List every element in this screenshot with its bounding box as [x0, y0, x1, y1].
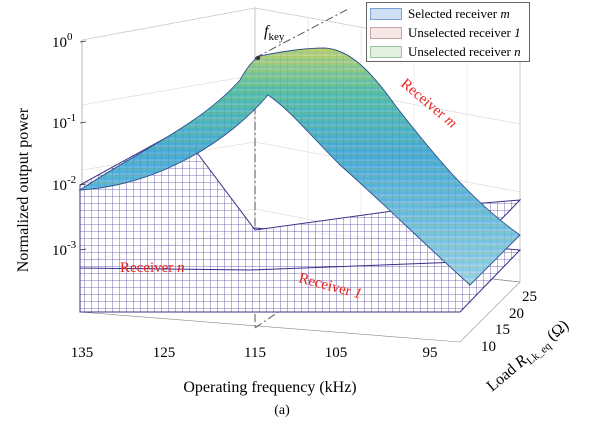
y-tick-mark — [79, 183, 87, 186]
legend-swatch-receiver-n — [370, 46, 402, 58]
y-tick-mark — [79, 40, 87, 43]
x-tick-label: 105 — [325, 345, 348, 361]
y-tick-mark — [79, 248, 87, 251]
legend-swatch-receiver-1 — [370, 27, 402, 39]
legend-item-receiver-1: Unselected receiver 1 — [370, 25, 521, 41]
grid-line-left — [81, 74, 256, 106]
legend-item-receiver-m: Selected receiver m — [370, 6, 510, 22]
legend-swatch-receiver-m — [370, 8, 402, 20]
x-tick-label: 115 — [244, 345, 266, 361]
legend-label-receiver-1: Unselected receiver 1 — [408, 25, 521, 40]
y-tick-label: 10-2 — [52, 174, 76, 194]
x-axis-label: Operating frequency (kHz) — [183, 379, 356, 396]
peak-marker — [255, 55, 261, 61]
y-tick-mark — [79, 121, 87, 124]
surface-receiver-m — [78, 47, 521, 286]
load-tick-label: 20 — [509, 306, 524, 322]
x-tick-label: 95 — [423, 345, 438, 361]
y-tick-label: 10-3 — [52, 239, 77, 259]
y-tick-label: 100 — [52, 31, 73, 51]
legend: Selected receiver m Unselected receiver … — [366, 2, 530, 62]
x-axis-ticks: 135 125 115 105 95 — [71, 345, 438, 361]
x-tick-label: 135 — [71, 345, 94, 361]
label-receiver-n: Receiver n — [120, 260, 185, 276]
load-tick-label: 10 — [481, 339, 496, 355]
legend-label-receiver-n: Unselected receiver n — [408, 44, 521, 59]
load-tick-label: 15 — [495, 322, 510, 338]
load-tick-label: 25 — [522, 289, 537, 305]
x-tick-label: 125 — [153, 345, 176, 361]
legend-label-receiver-m: Selected receiver m — [408, 6, 510, 21]
fkey-annotation: fkey — [264, 23, 285, 43]
grid-line-left — [81, 7, 256, 41]
legend-item-receiver-n: Unselected receiver n — [370, 44, 521, 60]
surface-receiver-n — [79, 129, 522, 271]
y-axis-label: Normalized output power — [15, 107, 32, 272]
figure-caption: (a) — [274, 403, 290, 418]
y-tick-label: 10-1 — [52, 112, 76, 132]
y-axis-ticks: 100 10-1 10-2 10-3 — [52, 31, 87, 259]
